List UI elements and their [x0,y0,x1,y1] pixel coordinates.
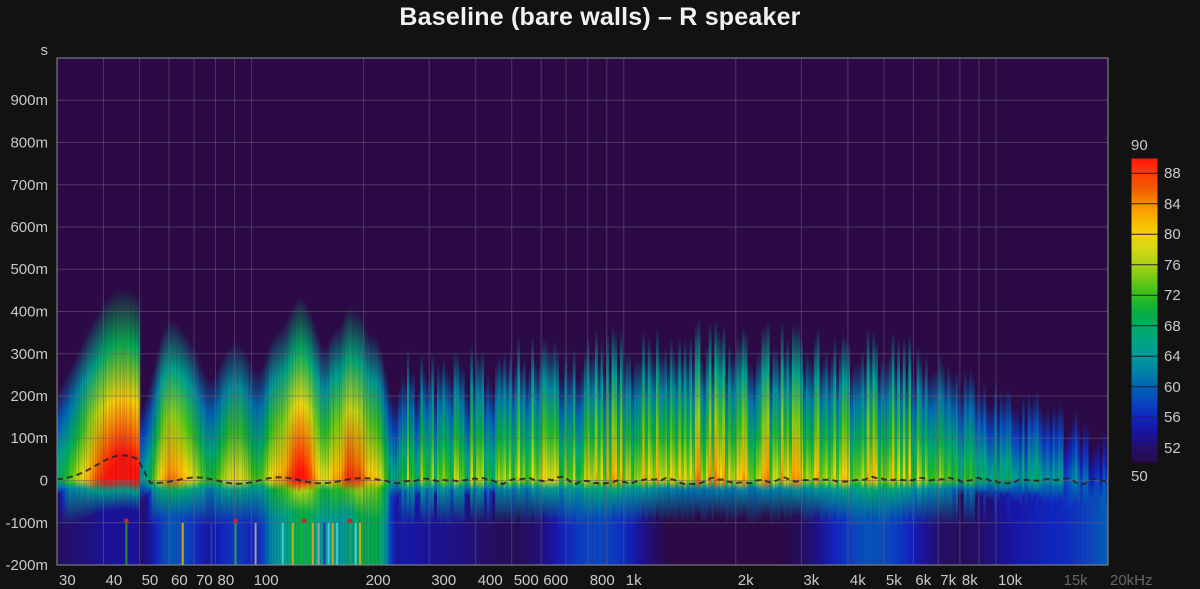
svg-text:4k: 4k [850,572,866,589]
svg-text:700m: 700m [10,177,48,194]
svg-text:600: 600 [543,572,568,589]
svg-text:15k: 15k [1064,572,1089,589]
svg-text:900m: 900m [10,92,48,109]
svg-text:64: 64 [1164,348,1181,365]
svg-text:500: 500 [514,572,539,589]
svg-text:60: 60 [171,572,188,589]
svg-text:60: 60 [1164,379,1181,396]
svg-text:100m: 100m [10,430,48,447]
svg-text:500m: 500m [10,261,48,278]
svg-text:300m: 300m [10,346,48,363]
svg-text:200m: 200m [10,388,48,405]
svg-text:3k: 3k [803,572,819,589]
svg-text:30: 30 [59,572,76,589]
svg-text:300: 300 [431,572,456,589]
svg-text:-100m: -100m [5,515,48,532]
svg-text:10k: 10k [998,572,1023,589]
svg-text:50: 50 [1131,468,1148,485]
svg-text:52: 52 [1164,440,1181,457]
svg-text:400m: 400m [10,304,48,321]
svg-text:50: 50 [142,572,159,589]
svg-text:7k: 7k [940,572,956,589]
svg-text:70: 70 [196,572,213,589]
svg-text:80: 80 [218,572,235,589]
svg-text:800m: 800m [10,135,48,152]
svg-text:200: 200 [366,572,391,589]
svg-text:400: 400 [478,572,503,589]
svg-text:40: 40 [106,572,123,589]
svg-text:2k: 2k [738,572,754,589]
svg-text:8k: 8k [962,572,978,589]
svg-text:0: 0 [40,473,48,490]
svg-text:88: 88 [1164,165,1181,182]
svg-text:56: 56 [1164,409,1181,426]
svg-text:1k: 1k [626,572,642,589]
svg-text:72: 72 [1164,287,1181,304]
svg-text:600m: 600m [10,219,48,236]
svg-text:-200m: -200m [5,557,48,574]
svg-text:20kHz: 20kHz [1110,572,1153,589]
svg-text:90: 90 [1131,137,1148,154]
svg-text:100: 100 [254,572,279,589]
svg-text:80: 80 [1164,226,1181,243]
svg-text:6k: 6k [915,572,931,589]
svg-text:s: s [41,42,49,59]
svg-text:800: 800 [590,572,615,589]
svg-text:5k: 5k [886,572,902,589]
svg-text:76: 76 [1164,257,1181,274]
svg-text:84: 84 [1164,196,1181,213]
svg-text:68: 68 [1164,318,1181,335]
